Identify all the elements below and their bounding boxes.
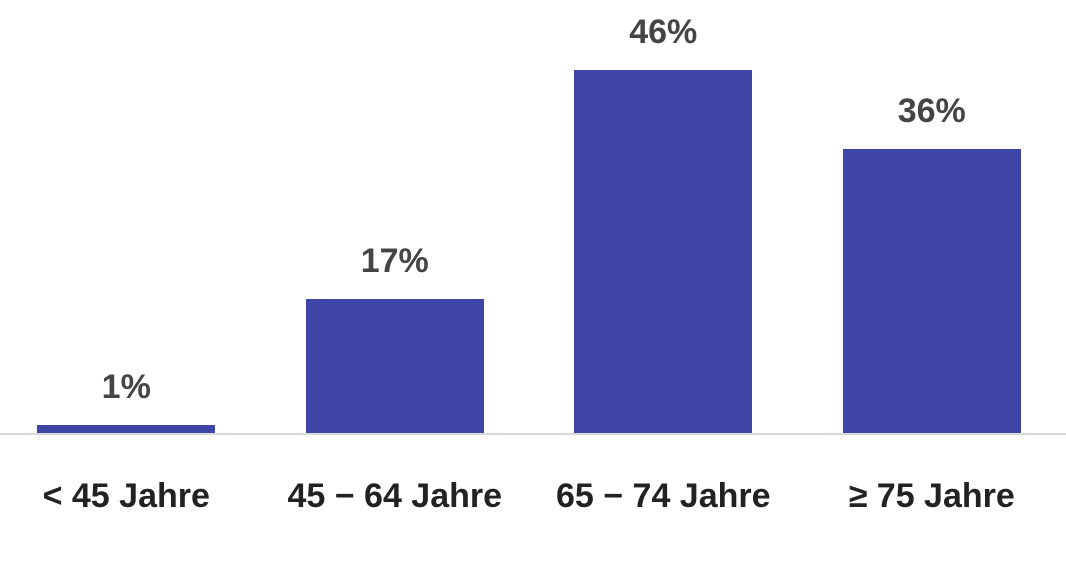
x-tick-label: < 45 Jahre xyxy=(42,477,210,515)
x-tick-label: 45 − 64 Jahre xyxy=(287,477,503,515)
baseline xyxy=(0,433,1066,435)
bar xyxy=(574,70,753,433)
x-tick-label: ≥ 75 Jahre xyxy=(848,477,1015,515)
value-label: 17% xyxy=(360,241,429,280)
bar xyxy=(842,148,1021,433)
value-label: 36% xyxy=(897,91,966,130)
value-label: 1% xyxy=(101,368,151,407)
bar xyxy=(305,298,484,433)
x-tick-label: 65 − 74 Jahre xyxy=(555,477,771,515)
value-label: 46% xyxy=(629,13,698,51)
bar xyxy=(37,425,216,433)
